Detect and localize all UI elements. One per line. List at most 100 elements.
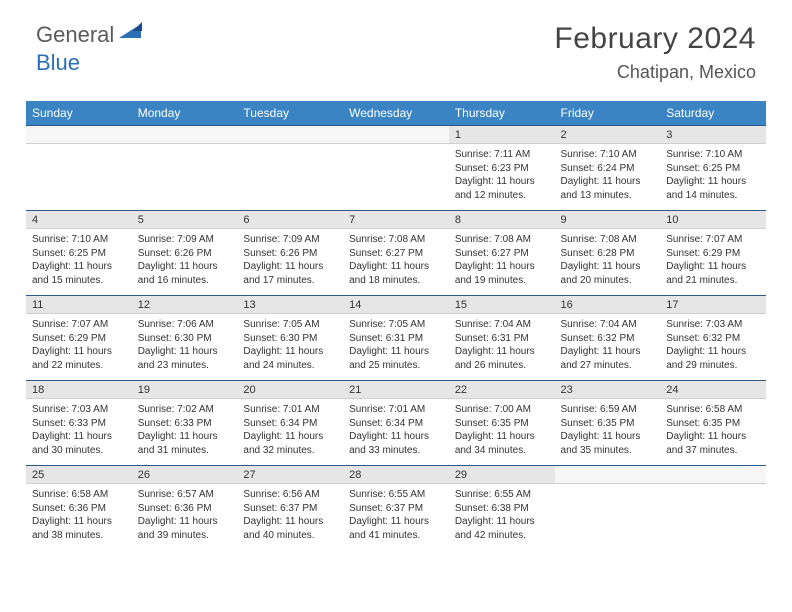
sunset-text: Sunset: 6:27 PM <box>349 247 443 261</box>
sunrise-text: Sunrise: 7:06 AM <box>138 318 232 332</box>
daylight-text: Daylight: 11 hours and 22 minutes. <box>32 345 126 372</box>
sunset-text: Sunset: 6:35 PM <box>666 417 760 431</box>
day-details: Sunrise: 7:10 AMSunset: 6:24 PMDaylight:… <box>555 144 661 210</box>
brand-text-general: General <box>36 22 114 48</box>
day-details: Sunrise: 6:58 AMSunset: 6:36 PMDaylight:… <box>26 484 132 550</box>
day-number: 3 <box>660 126 766 144</box>
day-details: Sunrise: 6:57 AMSunset: 6:36 PMDaylight:… <box>132 484 238 550</box>
day-header-fri: Friday <box>555 101 661 126</box>
sunrise-text: Sunrise: 7:04 AM <box>455 318 549 332</box>
day-details: Sunrise: 6:55 AMSunset: 6:38 PMDaylight:… <box>449 484 555 550</box>
sunset-text: Sunset: 6:32 PM <box>561 332 655 346</box>
daylight-text: Daylight: 11 hours and 33 minutes. <box>349 430 443 457</box>
day-details: Sunrise: 6:56 AMSunset: 6:37 PMDaylight:… <box>237 484 343 550</box>
day-cell: 8Sunrise: 7:08 AMSunset: 6:27 PMDaylight… <box>449 211 555 296</box>
sunrise-text: Sunrise: 7:07 AM <box>32 318 126 332</box>
day-cell: 3Sunrise: 7:10 AMSunset: 6:25 PMDaylight… <box>660 126 766 211</box>
day-details: Sunrise: 7:08 AMSunset: 6:27 PMDaylight:… <box>449 229 555 295</box>
month-title: February 2024 <box>554 22 756 56</box>
sunrise-text: Sunrise: 7:01 AM <box>349 403 443 417</box>
daylight-text: Daylight: 11 hours and 23 minutes. <box>138 345 232 372</box>
sunset-text: Sunset: 6:25 PM <box>666 162 760 176</box>
day-header-row: Sunday Monday Tuesday Wednesday Thursday… <box>26 101 766 126</box>
day-cell: 24Sunrise: 6:58 AMSunset: 6:35 PMDayligh… <box>660 381 766 466</box>
sunrise-text: Sunrise: 7:02 AM <box>138 403 232 417</box>
daylight-text: Daylight: 11 hours and 31 minutes. <box>138 430 232 457</box>
daylight-text: Daylight: 11 hours and 12 minutes. <box>455 175 549 202</box>
day-cell: 18Sunrise: 7:03 AMSunset: 6:33 PMDayligh… <box>26 381 132 466</box>
daylight-text: Daylight: 11 hours and 37 minutes. <box>666 430 760 457</box>
day-details: Sunrise: 7:05 AMSunset: 6:31 PMDaylight:… <box>343 314 449 380</box>
sunrise-text: Sunrise: 7:08 AM <box>349 233 443 247</box>
day-cell: 21Sunrise: 7:01 AMSunset: 6:34 PMDayligh… <box>343 381 449 466</box>
day-details <box>660 484 766 542</box>
day-details: Sunrise: 7:01 AMSunset: 6:34 PMDaylight:… <box>343 399 449 465</box>
day-number: 14 <box>343 296 449 314</box>
day-number: 23 <box>555 381 661 399</box>
day-details <box>132 144 238 202</box>
daylight-text: Daylight: 11 hours and 18 minutes. <box>349 260 443 287</box>
day-cell: 28Sunrise: 6:55 AMSunset: 6:37 PMDayligh… <box>343 466 449 551</box>
sunrise-text: Sunrise: 7:07 AM <box>666 233 760 247</box>
week-row: 1Sunrise: 7:11 AMSunset: 6:23 PMDaylight… <box>26 126 766 211</box>
day-cell <box>26 126 132 211</box>
sunrise-text: Sunrise: 6:56 AM <box>243 488 337 502</box>
daylight-text: Daylight: 11 hours and 39 minutes. <box>138 515 232 542</box>
day-cell <box>343 126 449 211</box>
sunset-text: Sunset: 6:37 PM <box>243 502 337 516</box>
day-cell: 19Sunrise: 7:02 AMSunset: 6:33 PMDayligh… <box>132 381 238 466</box>
daylight-text: Daylight: 11 hours and 38 minutes. <box>32 515 126 542</box>
sunrise-text: Sunrise: 7:01 AM <box>243 403 337 417</box>
sunrise-text: Sunrise: 7:03 AM <box>666 318 760 332</box>
day-details: Sunrise: 7:10 AMSunset: 6:25 PMDaylight:… <box>26 229 132 295</box>
day-details <box>26 144 132 202</box>
day-details <box>343 144 449 202</box>
day-number: 19 <box>132 381 238 399</box>
daylight-text: Daylight: 11 hours and 16 minutes. <box>138 260 232 287</box>
daylight-text: Daylight: 11 hours and 27 minutes. <box>561 345 655 372</box>
day-details: Sunrise: 7:07 AMSunset: 6:29 PMDaylight:… <box>26 314 132 380</box>
brand-triangle-icon <box>119 22 145 45</box>
sunset-text: Sunset: 6:36 PM <box>32 502 126 516</box>
daylight-text: Daylight: 11 hours and 30 minutes. <box>32 430 126 457</box>
day-number: 12 <box>132 296 238 314</box>
sunset-text: Sunset: 6:29 PM <box>666 247 760 261</box>
daylight-text: Daylight: 11 hours and 14 minutes. <box>666 175 760 202</box>
sunset-text: Sunset: 6:32 PM <box>666 332 760 346</box>
day-number: 9 <box>555 211 661 229</box>
sunrise-text: Sunrise: 7:10 AM <box>561 148 655 162</box>
day-cell: 12Sunrise: 7:06 AMSunset: 6:30 PMDayligh… <box>132 296 238 381</box>
day-header-mon: Monday <box>132 101 238 126</box>
day-number: 10 <box>660 211 766 229</box>
daylight-text: Daylight: 11 hours and 19 minutes. <box>455 260 549 287</box>
week-row: 25Sunrise: 6:58 AMSunset: 6:36 PMDayligh… <box>26 466 766 551</box>
daylight-text: Daylight: 11 hours and 24 minutes. <box>243 345 337 372</box>
day-number <box>26 126 132 144</box>
sunset-text: Sunset: 6:33 PM <box>32 417 126 431</box>
sunrise-text: Sunrise: 7:04 AM <box>561 318 655 332</box>
day-number: 8 <box>449 211 555 229</box>
sunset-text: Sunset: 6:26 PM <box>243 247 337 261</box>
day-number <box>132 126 238 144</box>
day-details: Sunrise: 7:04 AMSunset: 6:31 PMDaylight:… <box>449 314 555 380</box>
day-cell: 9Sunrise: 7:08 AMSunset: 6:28 PMDaylight… <box>555 211 661 296</box>
page-header: General February 2024 Chatipan, Mexico <box>0 0 792 91</box>
day-details: Sunrise: 7:06 AMSunset: 6:30 PMDaylight:… <box>132 314 238 380</box>
daylight-text: Daylight: 11 hours and 35 minutes. <box>561 430 655 457</box>
day-number: 4 <box>26 211 132 229</box>
day-cell: 14Sunrise: 7:05 AMSunset: 6:31 PMDayligh… <box>343 296 449 381</box>
daylight-text: Daylight: 11 hours and 15 minutes. <box>32 260 126 287</box>
day-header-tue: Tuesday <box>237 101 343 126</box>
week-row: 4Sunrise: 7:10 AMSunset: 6:25 PMDaylight… <box>26 211 766 296</box>
day-cell <box>555 466 661 551</box>
day-cell: 25Sunrise: 6:58 AMSunset: 6:36 PMDayligh… <box>26 466 132 551</box>
day-details: Sunrise: 7:02 AMSunset: 6:33 PMDaylight:… <box>132 399 238 465</box>
day-cell: 1Sunrise: 7:11 AMSunset: 6:23 PMDaylight… <box>449 126 555 211</box>
day-number: 16 <box>555 296 661 314</box>
day-cell <box>660 466 766 551</box>
sunset-text: Sunset: 6:27 PM <box>455 247 549 261</box>
day-cell: 13Sunrise: 7:05 AMSunset: 6:30 PMDayligh… <box>237 296 343 381</box>
day-details: Sunrise: 7:11 AMSunset: 6:23 PMDaylight:… <box>449 144 555 210</box>
day-details: Sunrise: 6:59 AMSunset: 6:35 PMDaylight:… <box>555 399 661 465</box>
day-cell: 27Sunrise: 6:56 AMSunset: 6:37 PMDayligh… <box>237 466 343 551</box>
